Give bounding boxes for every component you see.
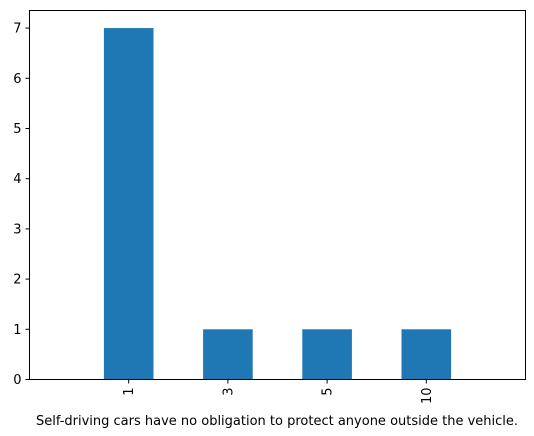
y-axis: 0 1 2 3 4 5 6 7: [13, 22, 30, 388]
bar-10: [401, 329, 452, 380]
y-tick-label-7: 7: [13, 22, 21, 37]
y-tick-label-1: 1: [13, 323, 21, 338]
y-tick-label-4: 4: [13, 172, 21, 187]
y-tick-label-6: 6: [13, 72, 21, 87]
x-tick-label-5: 5: [321, 388, 336, 396]
y-tick-label-2: 2: [13, 273, 21, 288]
bar-1: [103, 28, 154, 380]
y-tick-label-5: 5: [13, 122, 21, 137]
bar-3: [203, 329, 253, 380]
plot-frame: [29, 10, 526, 380]
y-tick-label-0: 0: [13, 373, 21, 388]
bar-5: [302, 329, 352, 380]
x-tick-label-3: 3: [221, 388, 236, 396]
bars-group: [103, 28, 452, 380]
x-tick-label-10: 10: [420, 388, 435, 405]
x-tick-label-1: 1: [122, 388, 137, 396]
y-tick-label-3: 3: [13, 222, 21, 237]
x-axis-label: Self-driving cars have no obligation to …: [36, 414, 518, 429]
x-axis: 1 3 5 10: [122, 379, 435, 405]
